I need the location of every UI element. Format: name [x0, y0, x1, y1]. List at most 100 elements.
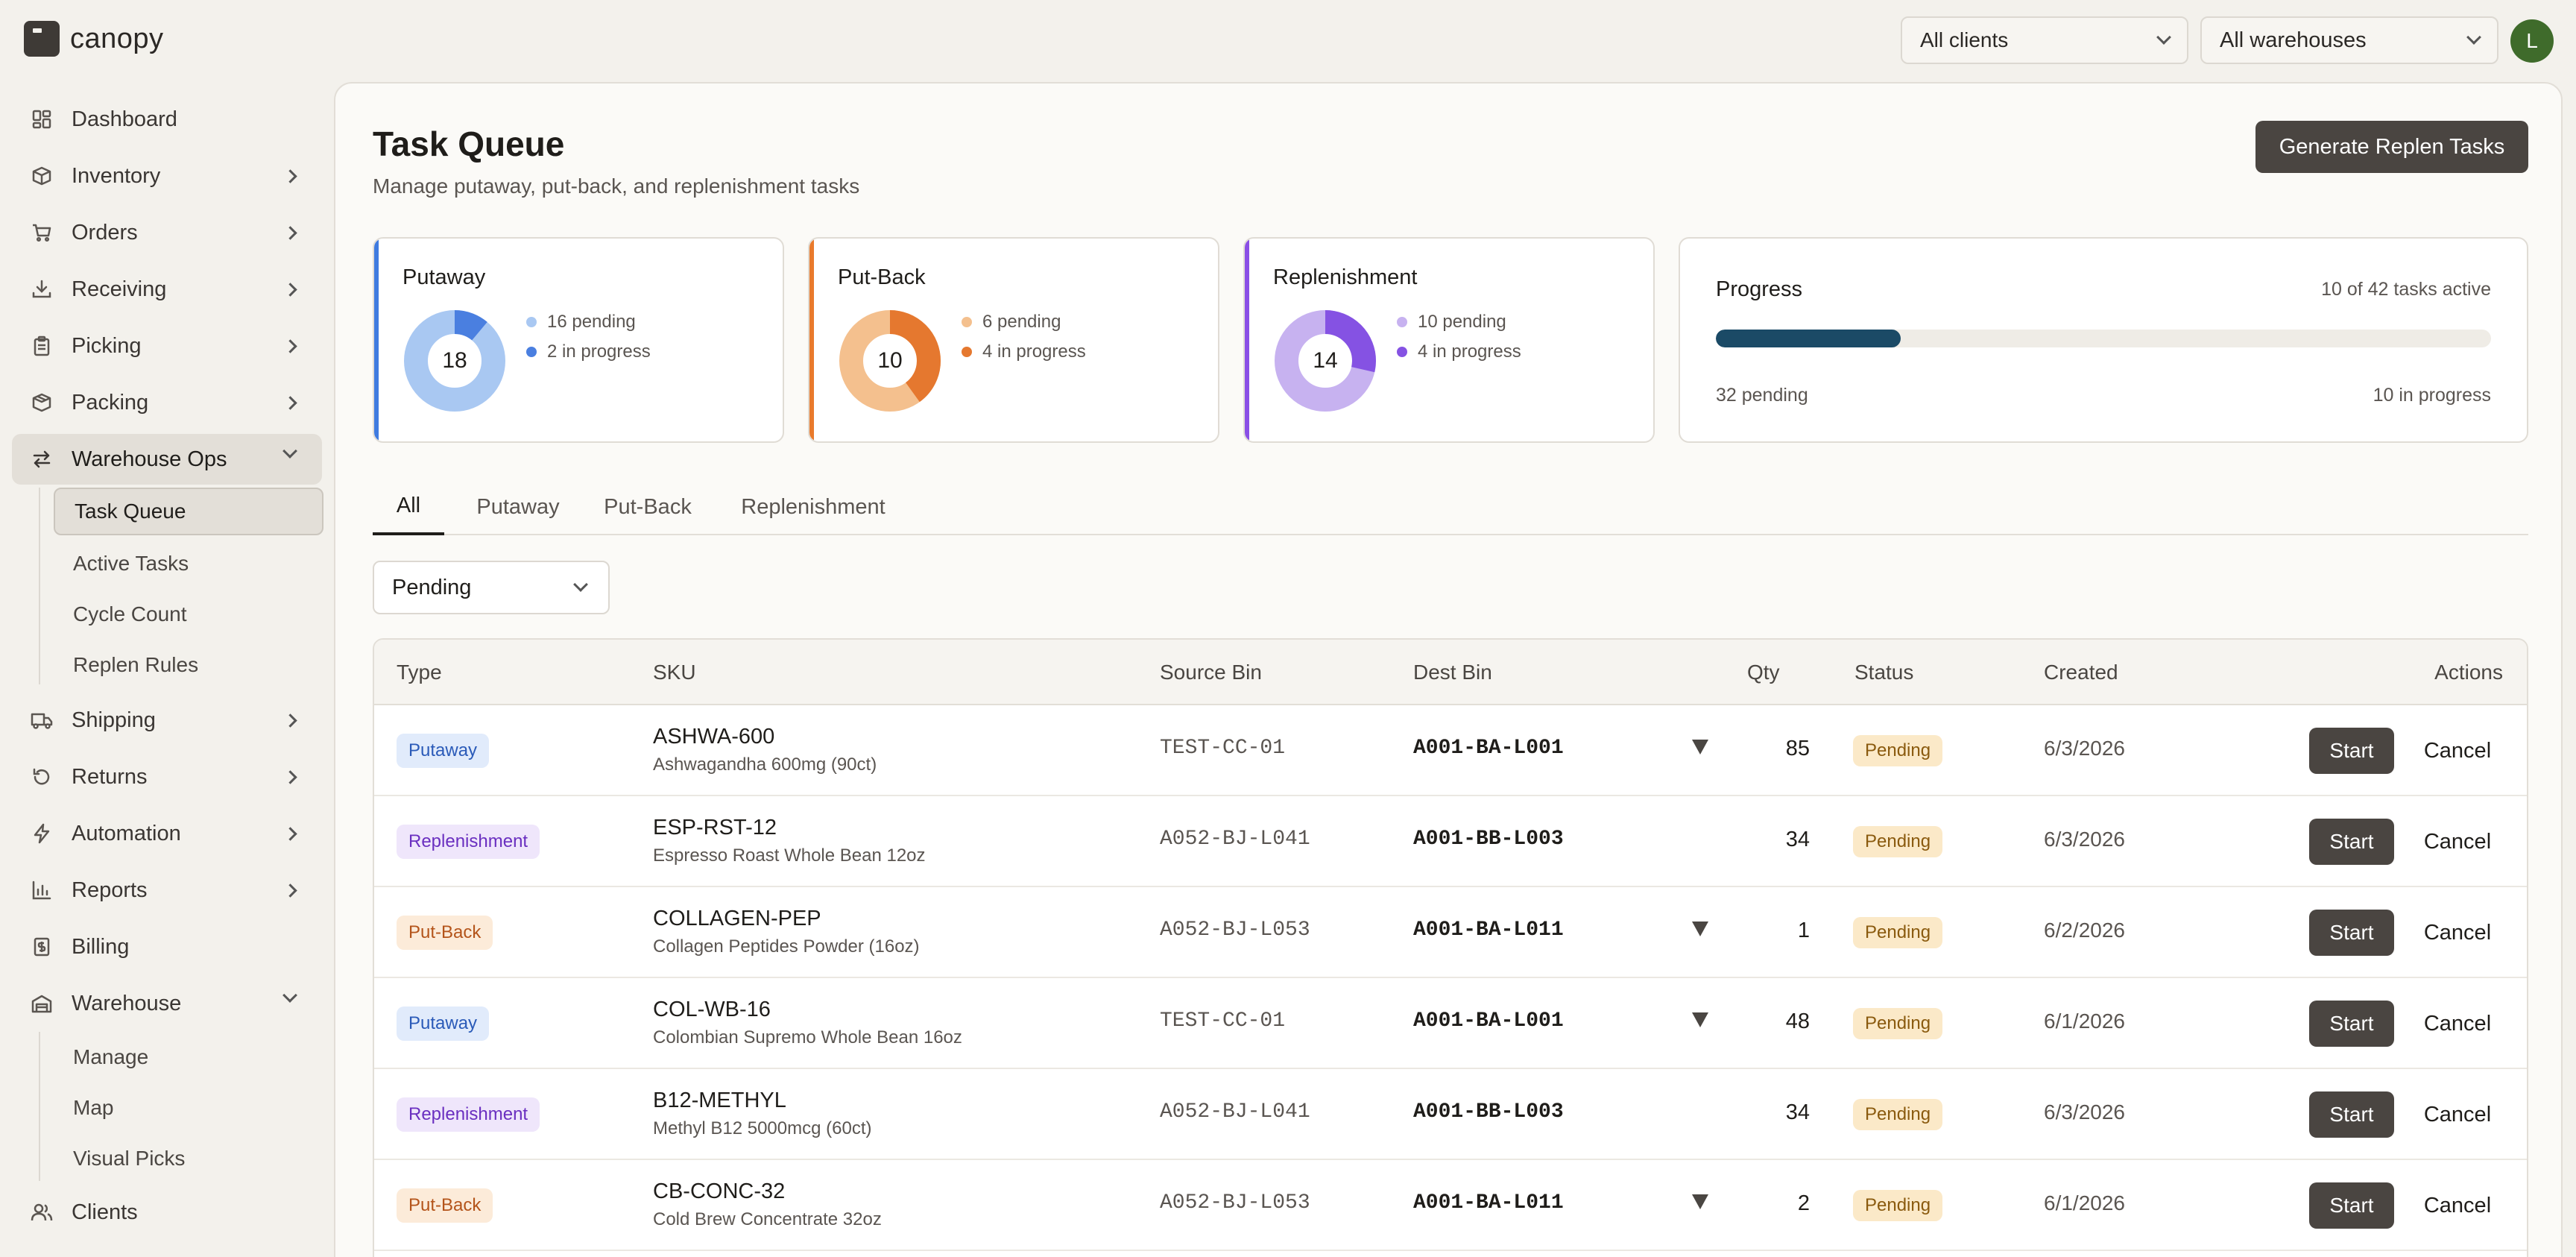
legend-dot: [526, 347, 537, 357]
dest-bin-dropdown-icon[interactable]: [1692, 1194, 1708, 1209]
dest-bin-dropdown-icon[interactable]: [1692, 1012, 1708, 1027]
legend-label: 2 in progress: [547, 341, 651, 362]
sidebar-item-inventory[interactable]: Inventory: [12, 151, 322, 201]
card-accent: [1245, 239, 1249, 441]
cancel-button[interactable]: Cancel: [2423, 829, 2492, 854]
start-button[interactable]: Start: [2309, 728, 2394, 774]
sidebar-item-shipping[interactable]: Shipping: [12, 695, 322, 746]
column-header-qty[interactable]: Qty: [1747, 661, 1780, 684]
generate-replen-tasks-button[interactable]: Generate Replen Tasks: [2255, 121, 2528, 173]
column-header-status[interactable]: Status: [1854, 661, 1914, 684]
start-button[interactable]: Start: [2309, 910, 2394, 956]
column-header-created[interactable]: Created: [2044, 661, 2118, 684]
quantity: 34: [1785, 828, 1810, 851]
sidebar-item-clients[interactable]: Clients: [12, 1187, 322, 1238]
cancel-button[interactable]: Cancel: [2423, 1193, 2492, 1217]
sidebar-subitem-cycle-count[interactable]: Cycle Count: [73, 602, 187, 626]
table-row: Put-Back CB-CONC-32 Cold Brew Concentrate …: [374, 1160, 2527, 1251]
sidebar-item-receiving[interactable]: Receiving: [12, 264, 322, 315]
sidebar-subitem-manage[interactable]: Manage: [73, 1045, 149, 1068]
sidebar-item-label: Warehouse: [72, 991, 182, 1015]
chevron-right-icon: [283, 339, 297, 353]
page-title: Task Queue: [373, 125, 565, 163]
column-header-source-bin[interactable]: Source Bin: [1160, 661, 1262, 684]
status-badge: Pending: [1853, 917, 1943, 948]
app-name: canopy: [70, 22, 164, 54]
cancel-button[interactable]: Cancel: [2423, 1102, 2492, 1127]
created-date: 6/2/2026: [2044, 919, 2125, 942]
legend-dot: [962, 317, 972, 327]
app-logo[interactable]: canopy: [24, 21, 164, 57]
dest-bin-dropdown-icon[interactable]: [1692, 740, 1708, 754]
card-total: 14: [1313, 348, 1338, 373]
card-accent: [374, 239, 379, 441]
start-button[interactable]: Start: [2309, 1001, 2394, 1047]
sku-code: CB-CONC-32: [653, 1179, 786, 1203]
progress-bar: [1716, 330, 2491, 347]
sidebar-item-warehouse-ops[interactable]: Warehouse Ops: [12, 434, 322, 485]
card-total: 10: [877, 348, 903, 373]
progress-pending-count: 32 pending: [1716, 385, 1808, 406]
sidebar-item-picking[interactable]: Picking: [12, 321, 322, 371]
created-date: 6/1/2026: [2044, 1191, 2125, 1215]
put-back-donut-chart: [839, 310, 941, 412]
status-badge: Pending: [1853, 1008, 1943, 1039]
sidebar-item-warehouse[interactable]: Warehouse: [12, 978, 322, 1029]
column-header-sku[interactable]: SKU: [653, 661, 696, 684]
logo-icon: [24, 21, 60, 57]
sku-description: Espresso Roast Whole Bean 12oz: [653, 845, 926, 866]
tab-replenishment[interactable]: Replenishment: [741, 494, 886, 519]
table-row: Put-Back COLLAGEN-PEP Collagen Peptides Po…: [374, 887, 2527, 978]
cancel-button[interactable]: Cancel: [2423, 1011, 2492, 1036]
tab-putaway[interactable]: Putaway: [476, 494, 560, 519]
start-button[interactable]: Start: [2309, 1091, 2394, 1138]
sidebar-item-returns[interactable]: Returns: [12, 752, 322, 802]
status-filter-select[interactable]: Pending: [373, 561, 610, 614]
putaway-donut-chart: [404, 310, 505, 412]
start-button[interactable]: Start: [2309, 819, 2394, 865]
sidebar-subitem-map[interactable]: Map: [73, 1096, 114, 1119]
tab-put-back[interactable]: Put-Back: [604, 494, 692, 519]
quantity: 48: [1785, 1009, 1810, 1033]
client-select-value: All clients: [1920, 28, 2009, 51]
column-header-dest-bin[interactable]: Dest Bin: [1413, 661, 1492, 684]
sidebar-subitem-visual-picks[interactable]: Visual Picks: [73, 1147, 186, 1170]
column-header-type[interactable]: Type: [397, 661, 442, 684]
sidebar-item-dashboard[interactable]: Dashboard: [12, 94, 322, 145]
user-avatar[interactable]: L: [2510, 19, 2554, 63]
package-icon: [30, 391, 54, 415]
task-type-badge: Put-Back: [397, 1188, 493, 1223]
replenishment-summary-card: Replenishment 14 10 pending 4 in progres…: [1243, 237, 1655, 443]
warehouse-select[interactable]: All warehouses: [2200, 16, 2498, 64]
sidebar-item-orders[interactable]: Orders: [12, 207, 322, 258]
chevron-right-icon: [283, 883, 297, 898]
cancel-button[interactable]: Cancel: [2423, 920, 2492, 945]
sku-code: ASHWA-600: [653, 725, 775, 749]
legend-dot: [1397, 317, 1407, 327]
sidebar-item-label: Orders: [72, 220, 138, 245]
sidebar-item-billing[interactable]: Billing: [12, 922, 322, 972]
quantity: 34: [1785, 1100, 1810, 1124]
sidebar-subitem-replen-rules[interactable]: Replen Rules: [73, 653, 199, 676]
cancel-button[interactable]: Cancel: [2423, 738, 2492, 763]
table-row: Replenishment ESP-RST-12 Espresso Roast Wh…: [374, 796, 2527, 887]
sidebar-item-automation[interactable]: Automation: [12, 808, 322, 859]
donut-in-progress-segment: [839, 310, 941, 412]
task-type-badge: Putaway: [397, 734, 490, 768]
sidebar-item-label: Warehouse Ops: [72, 447, 227, 471]
sidebar-item-label: Dashboard: [72, 107, 177, 131]
sidebar-subitem-active-tasks[interactable]: Active Tasks: [73, 552, 189, 575]
card-total: 18: [442, 348, 467, 373]
legend-pending: 10 pending: [1397, 312, 1506, 333]
tab-all[interactable]: All: [373, 479, 444, 535]
sidebar-item-reports[interactable]: Reports: [12, 865, 322, 916]
source-bin: A052-BJ-L053: [1160, 1191, 1310, 1215]
chevron-down-icon: [282, 444, 297, 459]
sidebar-subitem-task-queue[interactable]: Task Queue: [54, 488, 323, 535]
start-button[interactable]: Start: [2309, 1182, 2394, 1229]
client-select[interactable]: All clients: [1901, 16, 2188, 64]
dest-bin-dropdown-icon[interactable]: [1692, 922, 1708, 936]
legend-label: 10 pending: [1418, 312, 1506, 332]
transfer-icon: [30, 447, 54, 471]
sidebar-item-packing[interactable]: Packing: [12, 377, 322, 428]
